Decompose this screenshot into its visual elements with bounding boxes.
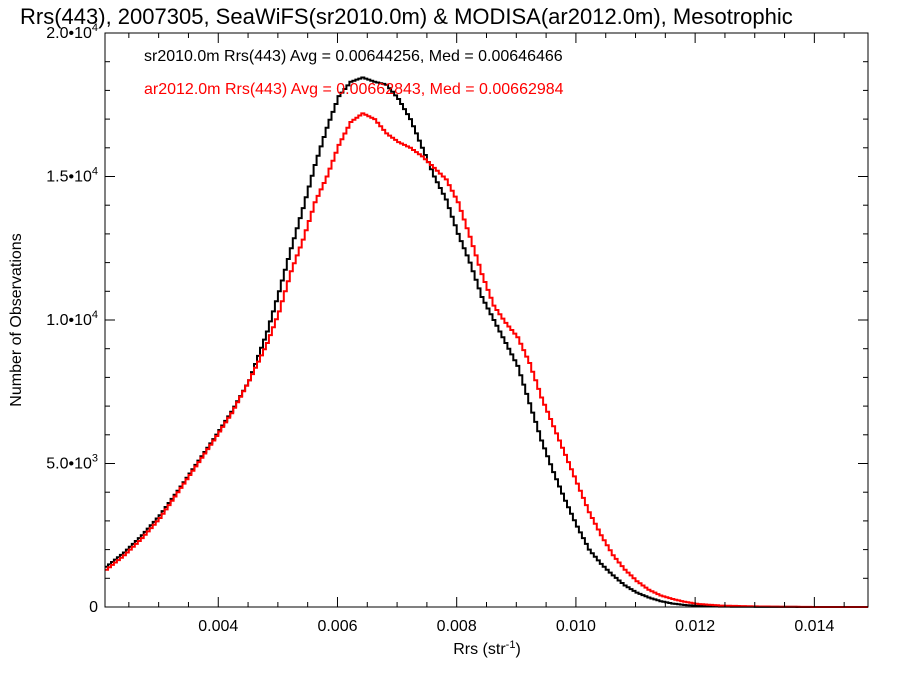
series-line-sr2010.0m <box>105 76 868 608</box>
y-tick-label: 2.0•104 <box>46 22 98 42</box>
x-tick-label: 0.010 <box>556 618 596 635</box>
y-tick-exponent: 4 <box>92 22 98 34</box>
y-tick-label: 1.0•104 <box>46 309 98 329</box>
legend-entry-ar2012: ar2012.0m Rrs(443) Avg = 0.00662843, Med… <box>144 81 564 98</box>
y-tick-label: 1.5•104 <box>46 166 98 186</box>
x-axis-label-base: Rrs (str <box>453 641 506 658</box>
legend-entry-sr2010: sr2010.0m Rrs(443) Avg = 0.00644256, Med… <box>144 48 563 65</box>
y-tick-exponent: 3 <box>92 453 98 465</box>
y-tick-mantissa: 2.0•10 <box>46 25 92 42</box>
x-tick-label: 0.004 <box>198 618 238 635</box>
plot-area: 0.004 0.006 0.008 0.010 0.012 0.014 0 5.0•103 1.… <box>46 22 869 635</box>
y-tick-mantissa: 5.0•10 <box>46 456 92 473</box>
y-tick-mantissa: 1.0•10 <box>46 312 92 329</box>
plot-frame <box>104 32 869 608</box>
y-tick-exponent: 4 <box>92 166 98 178</box>
x-axis-label-close: ) <box>515 641 520 658</box>
x-axis-label-exponent: -1 <box>506 639 516 651</box>
chart-title: Rrs(443), 2007305, SeaWiFS(sr2010.0m) & … <box>20 4 793 29</box>
y-tick-exponent: 4 <box>92 309 98 321</box>
x-tick-label: 0.014 <box>794 618 834 635</box>
x-tick-label: 0.012 <box>675 618 715 635</box>
x-axis-label: Rrs (str-1) <box>453 639 521 658</box>
x-tick-label: 0.006 <box>317 618 357 635</box>
series-line-ar2012.0m <box>105 112 868 608</box>
y-tick-label: 5.0•103 <box>46 453 98 473</box>
y-axis-label: Number of Observations <box>8 233 25 406</box>
x-tick-label: 0.008 <box>437 618 477 635</box>
y-tick-mantissa: 0 <box>89 599 98 616</box>
y-tick-mantissa: 1.5•10 <box>46 169 92 186</box>
y-tick-label: 0 <box>89 599 98 616</box>
